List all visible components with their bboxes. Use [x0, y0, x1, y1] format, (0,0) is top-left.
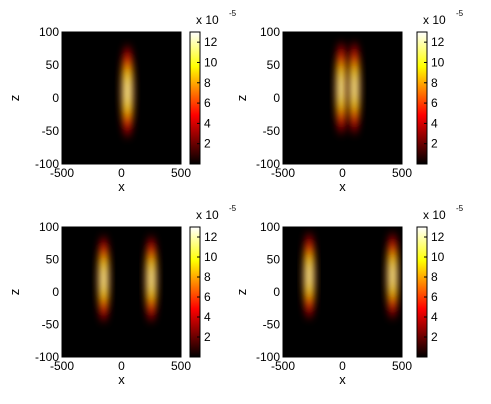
y-tick-label: -50: [42, 318, 60, 332]
y-tick-label: 50: [267, 58, 281, 72]
colorbar-exponent: -5: [456, 9, 464, 18]
colorbar-tick-label: 12: [431, 35, 445, 49]
y-tick-label: 100: [39, 220, 59, 234]
y-tick-label: 50: [267, 253, 281, 267]
colorbar-exponent: -5: [229, 9, 237, 18]
colorbar: [416, 226, 428, 358]
intensity-blob-1: [97, 234, 110, 324]
y-tick-label: 100: [260, 220, 280, 234]
colorbar-tick-label: 2: [431, 330, 438, 344]
y-tick-label: -50: [263, 318, 281, 332]
x-tick-label: 0: [118, 359, 125, 373]
colorbar-tick-label: 6: [204, 96, 211, 110]
x-axis-label: x: [118, 179, 125, 194]
x-axis-label: x: [118, 372, 125, 387]
y-tick-label: 100: [260, 25, 280, 39]
colorbar-exponent-label: x 10: [423, 13, 446, 27]
colorbar-tick-label: 10: [204, 55, 218, 69]
y-tick-label: -100: [35, 350, 59, 364]
intensity-blob-2: [348, 40, 361, 136]
colorbar-exponent-label: x 10: [196, 208, 219, 222]
colorbar-tick-label: 4: [431, 310, 438, 324]
x-tick-label: -500: [50, 359, 74, 373]
y-tick-label: 100: [39, 25, 59, 39]
intensity-blob-1: [335, 40, 348, 136]
colorbar-tick-label: 6: [431, 96, 438, 110]
colorbar-tick-label: 4: [431, 116, 438, 130]
intensity-blob-2: [145, 234, 158, 324]
colorbar-tick-label: 10: [431, 55, 445, 69]
y-tick-label: -100: [35, 157, 59, 171]
y-tick-label: 50: [46, 253, 60, 267]
colorbar-tick-label: 8: [204, 270, 211, 284]
colorbar-tick-label: 10: [431, 250, 445, 264]
colorbar-tick-label: 2: [204, 137, 211, 151]
colorbar-tick-label: 8: [204, 76, 211, 90]
colorbar-tick-label: 4: [204, 310, 211, 324]
intensity-blob-2: [386, 231, 399, 321]
x-tick-label: -500: [50, 166, 74, 180]
plot-background: [283, 227, 402, 357]
intensity-blob-1: [121, 43, 134, 140]
y-tick-label: 0: [273, 91, 280, 105]
colorbar-tick-label: 2: [431, 137, 438, 151]
plot-background: [62, 227, 181, 357]
y-tick-label: 0: [273, 285, 280, 299]
x-tick-label: 500: [392, 166, 412, 180]
y-tick-label: -50: [42, 124, 60, 138]
colorbar-exponent-label: x 10: [423, 208, 446, 222]
y-axis-label: z: [7, 95, 22, 102]
x-tick-label: 500: [392, 359, 412, 373]
x-tick-label: 0: [118, 166, 125, 180]
colorbar: [189, 226, 201, 358]
y-tick-label: 0: [52, 91, 59, 105]
colorbar-tick-label: 6: [204, 290, 211, 304]
colorbar-tick-label: 2: [204, 330, 211, 344]
x-tick-label: 500: [171, 166, 191, 180]
colorbar: [416, 31, 428, 165]
colorbar-tick-label: 12: [204, 230, 218, 244]
y-axis-label: z: [234, 95, 249, 102]
colorbar: [189, 31, 201, 165]
colorbar-tick-label: 12: [431, 230, 445, 244]
x-axis-label: x: [339, 179, 346, 194]
x-tick-label: 0: [339, 359, 346, 373]
y-tick-label: 50: [46, 58, 60, 72]
x-tick-label: -500: [271, 166, 295, 180]
y-tick-label: 0: [52, 285, 59, 299]
x-tick-label: -500: [271, 359, 295, 373]
colorbar-tick-label: 6: [431, 290, 438, 304]
colorbar-tick-label: 8: [431, 270, 438, 284]
y-tick-label: -100: [256, 350, 280, 364]
colorbar-tick-label: 8: [431, 76, 438, 90]
y-axis-label: z: [234, 289, 249, 296]
x-tick-label: 500: [171, 359, 191, 373]
x-tick-label: 0: [339, 166, 346, 180]
y-axis-label: z: [7, 289, 22, 296]
colorbar-tick-label: 12: [204, 35, 218, 49]
y-tick-label: -100: [256, 157, 280, 171]
colorbar-exponent-label: x 10: [196, 13, 219, 27]
y-tick-label: -50: [263, 124, 281, 138]
colorbar-exponent: -5: [456, 204, 464, 213]
x-axis-label: x: [339, 372, 346, 387]
intensity-blob-1: [303, 231, 316, 321]
colorbar-tick-label: 10: [204, 250, 218, 264]
colorbar-tick-label: 4: [204, 116, 211, 130]
colorbar-exponent: -5: [229, 204, 237, 213]
